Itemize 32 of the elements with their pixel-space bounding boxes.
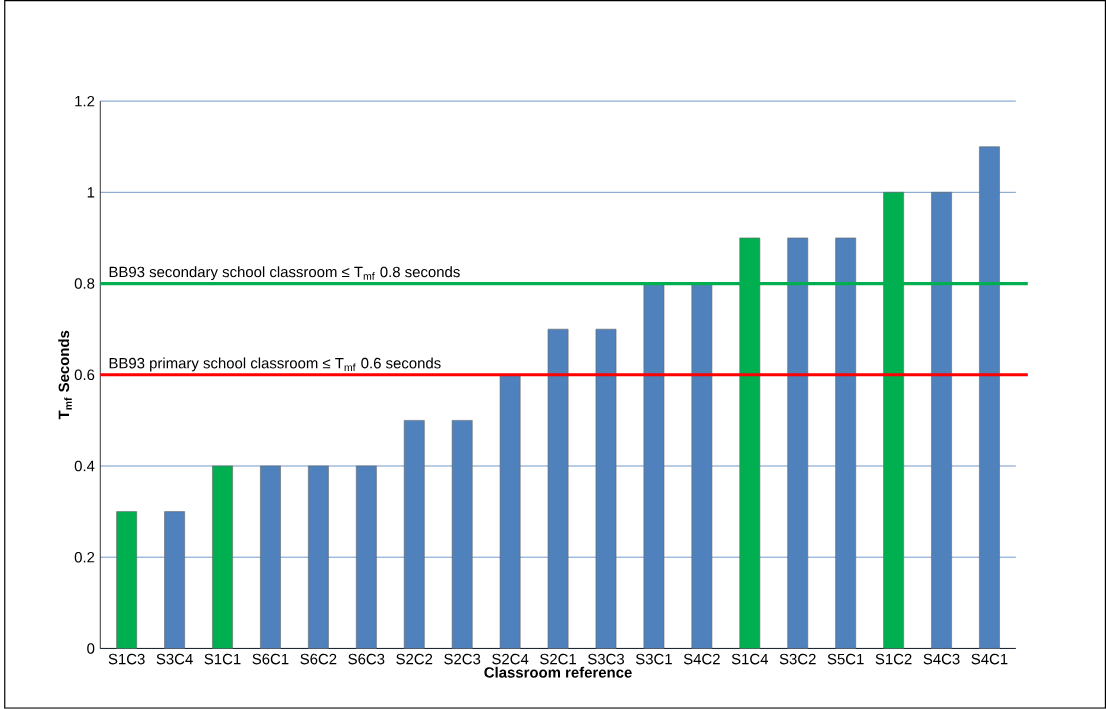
x-tick-label: S2C4 <box>492 653 529 665</box>
x-tick-label: S6C2 <box>300 653 337 665</box>
x-tick-label: S4C2 <box>683 653 720 665</box>
x-tick-label: S6C3 <box>348 653 385 665</box>
y-tick-label: 0.4 <box>74 460 95 472</box>
y-tick-label: 1.2 <box>75 96 95 107</box>
x-tick-label: S3C1 <box>635 653 672 665</box>
x-tick-label: S1C3 <box>108 653 145 665</box>
y-tick-label: 1 <box>87 187 95 198</box>
x-tick-label: S3C4 <box>156 653 193 665</box>
x-tick-label: S1C4 <box>731 653 769 665</box>
x-tick-label: S1C2 <box>875 653 912 665</box>
y-tick-label: 0 <box>87 643 95 654</box>
x-tick-label: S2C3 <box>444 653 481 665</box>
bar <box>212 465 233 649</box>
y-tick-label: 0.6 <box>74 369 95 381</box>
x-tick-label: S2C1 <box>540 653 577 665</box>
x-tick-label: S3C3 <box>588 653 625 665</box>
bar <box>116 511 138 649</box>
x-tick-label: S5C1 <box>827 653 864 665</box>
x-tick-label: S4C1 <box>971 653 1008 665</box>
y-tick-label: 0.2 <box>74 552 95 563</box>
x-tick-label: S4C3 <box>923 653 960 665</box>
ref-line-label: BB93 primary school classroom ≤ T$_{mf}$ 0.6 seconds <box>109 357 441 372</box>
x-axis-title: Classroom reference <box>484 666 632 678</box>
x-tick-label: S3C2 <box>779 653 816 665</box>
ref-line-label: BB93 secondary school classroom ≤ T$_{mf}$ 0.8 seconds <box>109 266 460 281</box>
y-tick-label: 0.8 <box>74 278 95 289</box>
x-tick-label: S2C2 <box>396 653 433 665</box>
x-tick-label: S1C1 <box>204 653 241 665</box>
x-tick-label: S6C1 <box>252 653 289 665</box>
y-axis-title: T$_{mf}$ Seconds <box>58 330 72 420</box>
